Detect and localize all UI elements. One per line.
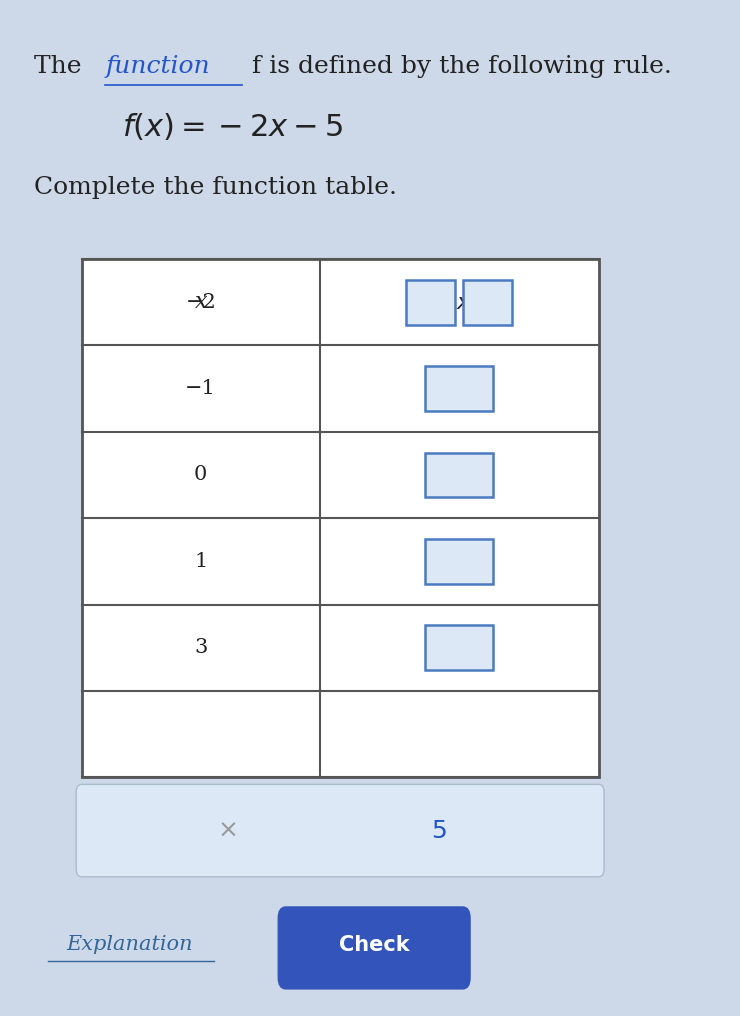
Text: −2: −2	[185, 293, 216, 312]
FancyBboxPatch shape	[425, 538, 494, 584]
Bar	[81, 259, 599, 777]
Text: $f(x) = -2x-5$: $f(x) = -2x-5$	[122, 112, 343, 142]
FancyBboxPatch shape	[278, 906, 471, 990]
Text: Complete the function table.: Complete the function table.	[34, 177, 397, 199]
FancyBboxPatch shape	[406, 279, 455, 325]
Text: x: x	[195, 292, 207, 313]
Text: f is defined by the following rule.: f is defined by the following rule.	[243, 55, 671, 77]
Text: 1: 1	[194, 552, 207, 571]
Text: 5: 5	[431, 819, 447, 842]
Text: Check: Check	[339, 935, 409, 955]
Text: Explanation: Explanation	[66, 936, 192, 954]
FancyBboxPatch shape	[463, 279, 512, 325]
FancyBboxPatch shape	[425, 366, 494, 411]
Text: function: function	[105, 55, 210, 77]
Text: The: The	[34, 55, 90, 77]
Text: 3: 3	[194, 638, 207, 657]
FancyBboxPatch shape	[425, 452, 494, 498]
Text: 0: 0	[194, 465, 207, 485]
FancyBboxPatch shape	[425, 625, 494, 671]
Text: $f(x)$: $f(x)$	[440, 291, 479, 314]
Text: ×: ×	[218, 819, 238, 842]
FancyBboxPatch shape	[76, 784, 604, 877]
Text: −1: −1	[185, 379, 216, 398]
